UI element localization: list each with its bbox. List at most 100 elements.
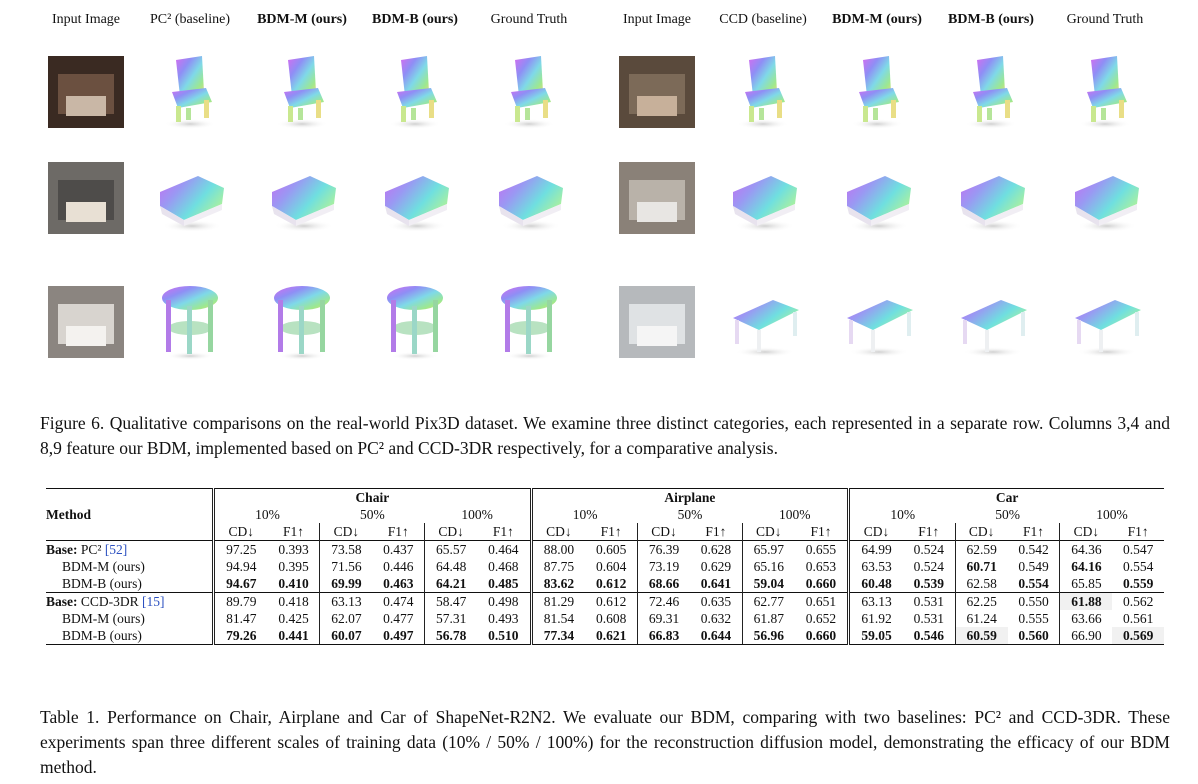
metric-value: 89.79: [211, 592, 268, 610]
metric-value: 0.549: [1018, 558, 1049, 574]
point-cloud-render: [951, 52, 1031, 132]
col-header: BDM-B (ours): [948, 12, 1034, 27]
metric-value: 0.641: [700, 575, 732, 591]
metric-value: 61.92: [847, 610, 903, 627]
metric-value: 66.90: [1059, 627, 1113, 645]
metric-value: 0.539: [913, 575, 944, 591]
metric-value: 76.39: [637, 540, 690, 558]
metric-value: 0.510: [477, 627, 532, 645]
metric-value: 0.497: [372, 627, 425, 645]
metric-value: 0.531: [902, 592, 956, 610]
metric-header: CD↓: [1059, 523, 1113, 541]
point-cloud-render: [837, 52, 917, 132]
metric-value: 0.550: [1007, 592, 1060, 610]
metric-value: 0.524: [913, 558, 944, 574]
metric-value: 0.651: [794, 592, 849, 610]
metric-value: 0.437: [372, 540, 425, 558]
method-label: Base: PC² [52]: [46, 540, 214, 558]
metric-value: 73.19: [637, 558, 690, 575]
metric-value: 0.542: [1007, 540, 1060, 558]
metric-value: 72.46: [637, 592, 690, 610]
scale-header: 100%: [461, 506, 493, 522]
metric-value: 94.67: [211, 575, 268, 593]
point-cloud-render: [150, 282, 230, 362]
point-cloud-render: [375, 158, 455, 238]
metric-value: 0.524: [902, 540, 956, 558]
scale-header: 50%: [677, 506, 703, 522]
point-cloud-render: [489, 158, 569, 238]
metric-value: 62.59: [954, 540, 1008, 558]
col-header: Input Image: [622, 12, 692, 27]
point-cloud-render: [837, 282, 917, 362]
point-cloud-render: [489, 282, 569, 362]
metric-value: 0.418: [267, 592, 320, 610]
metric-value: 0.561: [1122, 610, 1154, 626]
metric-value: 0.621: [585, 627, 638, 645]
metric-value: 64.21: [424, 575, 478, 593]
input-photo: [46, 158, 126, 238]
left-column-headers: Input Image PC² (baseline) BDM-M (ours) …: [40, 12, 580, 34]
metric-value: 0.569: [1112, 627, 1164, 645]
metric-value: 59.04: [741, 575, 795, 593]
metric-value: 79.26: [211, 627, 268, 645]
metric-value: 0.612: [585, 592, 638, 610]
metric-value: 0.555: [1018, 610, 1049, 626]
col-header: PC² (baseline): [149, 12, 231, 27]
col-header: BDM-B (ours): [372, 12, 458, 27]
metric-header: F1↑: [282, 523, 304, 539]
metric-value: 61.87: [741, 610, 795, 627]
point-cloud-render: [489, 52, 569, 132]
metric-value: 81.29: [529, 592, 586, 610]
metric-value: 0.608: [595, 610, 627, 626]
metric-value: 0.628: [689, 540, 743, 558]
metric-value: 0.410: [278, 575, 309, 591]
point-cloud-render: [723, 52, 803, 132]
metric-value: 60.48: [847, 575, 903, 593]
metric-value: 88.00: [529, 540, 586, 558]
metric-value: 0.446: [383, 558, 414, 574]
metric-value: 60.07: [319, 627, 373, 645]
metric-header: CD↓: [211, 523, 268, 541]
col-header: Ground Truth: [490, 12, 568, 27]
method-label: BDM-B (ours): [46, 627, 214, 645]
metric-value: 58.47: [424, 592, 478, 610]
scale-header: 50%: [995, 506, 1020, 522]
metric-value: 81.47: [211, 610, 268, 627]
col-header: BDM-M (ours): [832, 12, 922, 27]
figure-caption: Figure 6. Qualitative comparisons on the…: [40, 413, 1170, 458]
col-header: Ground Truth: [1066, 12, 1144, 27]
metric-value: 63.53: [847, 558, 903, 575]
metric-value: 0.605: [585, 540, 638, 558]
table-caption: Table 1. Performance on Chair, Airplane …: [40, 707, 1170, 777]
scale-header: 10%: [211, 506, 320, 523]
metric-header: CD↓: [847, 523, 903, 541]
point-cloud-render: [723, 282, 803, 362]
metric-header: F1↑: [705, 523, 727, 539]
point-cloud-render: [375, 282, 455, 362]
metric-value: 65.85: [1059, 575, 1113, 593]
metric-header: F1↑: [918, 523, 940, 539]
point-cloud-render: [262, 158, 342, 238]
metric-value: 57.31: [424, 610, 478, 627]
metric-value: 62.77: [741, 592, 795, 610]
method-label: BDM-B (ours): [62, 575, 142, 591]
point-cloud-render: [262, 52, 342, 132]
method-label: Base: CCD-3DR [15]: [46, 592, 214, 610]
metric-header: F1↑: [810, 523, 832, 539]
metric-value: 0.477: [383, 610, 414, 626]
category-header: Chair: [212, 488, 532, 506]
metric-value: 0.547: [1112, 540, 1164, 558]
metric-header: F1↑: [1022, 523, 1044, 539]
metric-header: F1↑: [387, 523, 409, 539]
metric-value: 69.31: [637, 610, 690, 627]
metric-header: CD↓: [529, 523, 586, 541]
metric-value: 64.99: [847, 540, 903, 558]
category-header: Airplane: [529, 488, 849, 506]
method-label: BDM-M (ours): [62, 558, 145, 574]
metric-value: 65.57: [424, 540, 478, 558]
metric-value: 0.531: [913, 610, 944, 626]
metric-header: CD↓: [741, 523, 795, 541]
figure-left-panel: Input Image PC² (baseline) BDM-M (ours) …: [40, 0, 580, 370]
scale-header: 100%: [1096, 506, 1128, 522]
metric-value: 0.562: [1112, 592, 1164, 610]
